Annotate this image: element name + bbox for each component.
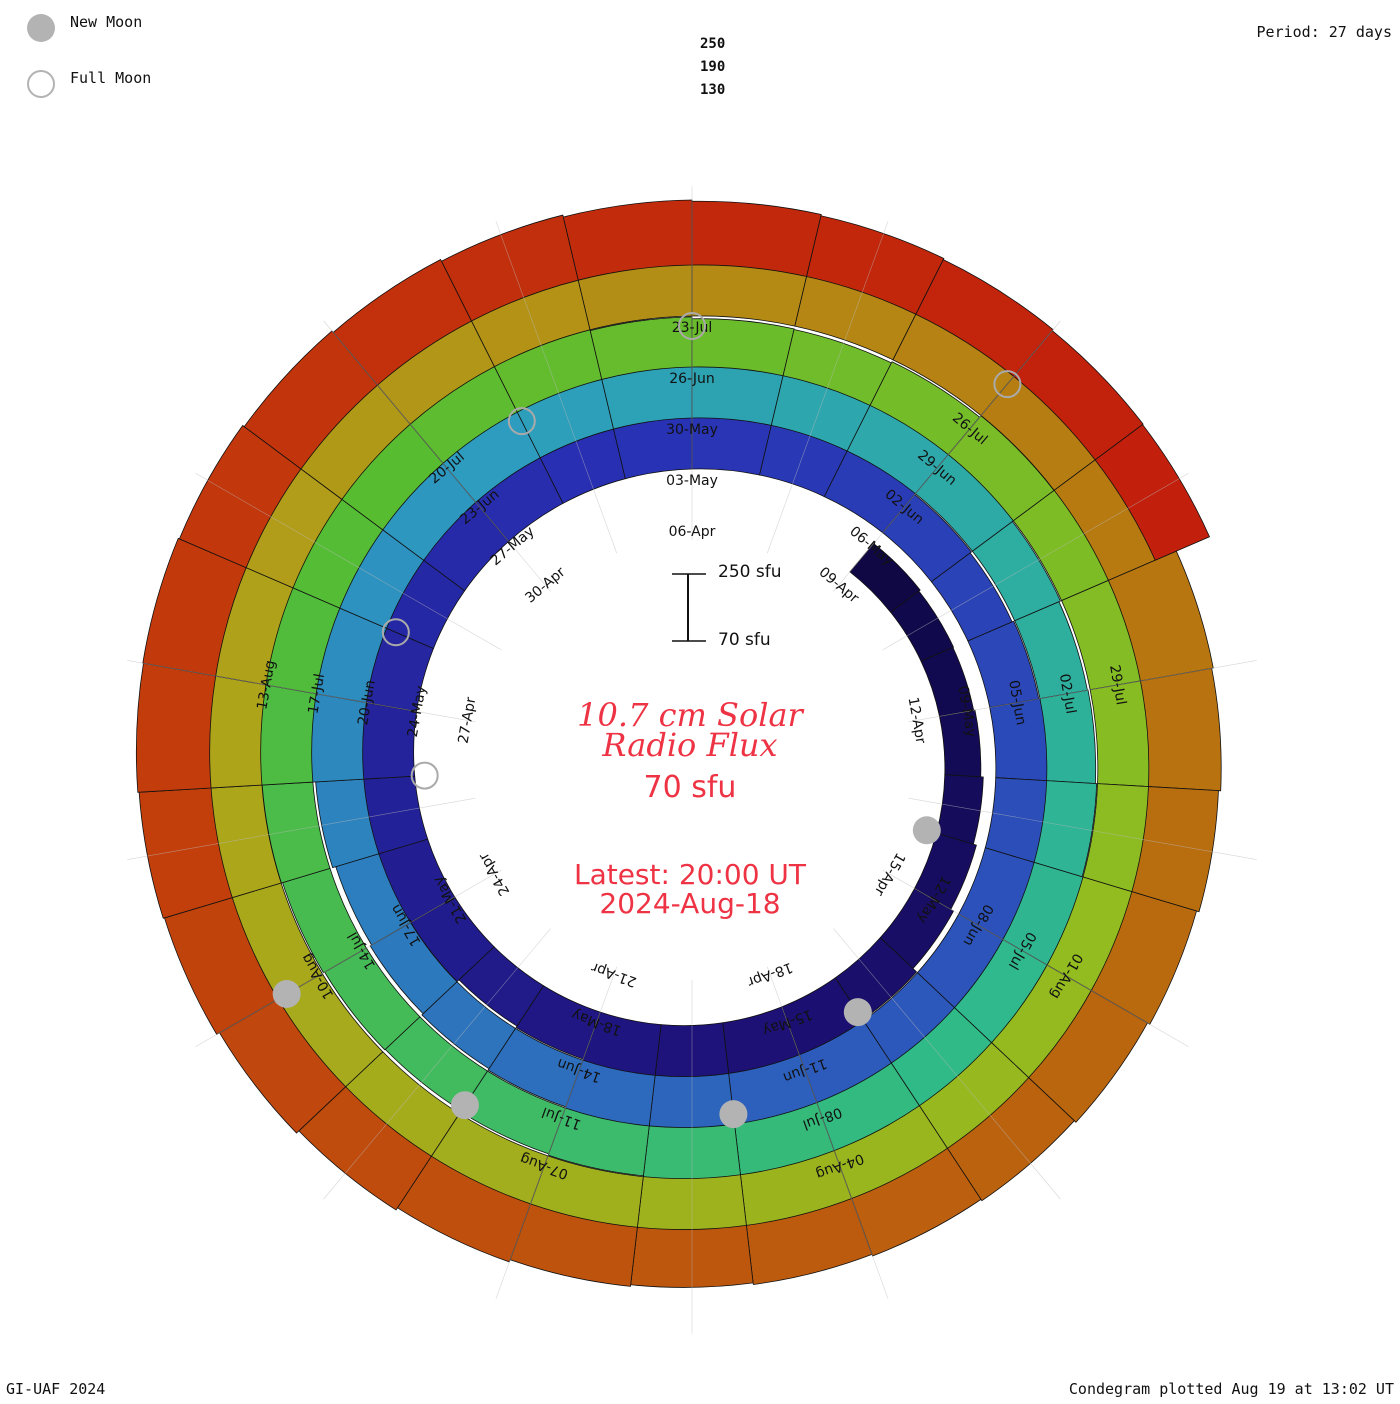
flux-bar	[421, 981, 517, 1070]
radial-spoke	[766, 221, 889, 554]
date-label: 27-Apr	[456, 696, 480, 745]
date-label: 03-May	[666, 473, 718, 489]
new-moon-marker	[272, 980, 301, 1008]
flux-bar	[889, 590, 955, 662]
current-flux-value: 70 sfu	[643, 770, 737, 805]
new-moon-marker	[719, 1100, 748, 1129]
date-label: 29-Jul	[1106, 664, 1129, 707]
flux-bar	[1094, 423, 1211, 561]
flux-bar	[135, 662, 217, 793]
full-moon-marker	[381, 618, 410, 647]
flux-bar	[440, 214, 579, 322]
footer-plot-time: Condegram plotted Aug 19 at 13:02 UT	[1068, 1380, 1394, 1398]
date-label: 06-Apr	[669, 524, 716, 540]
radial-spoke	[833, 928, 1061, 1200]
flux-bar	[515, 985, 601, 1060]
flux-bar	[487, 1027, 584, 1108]
new-moon-label: New Moon	[70, 13, 143, 31]
new-moon-marker	[450, 1091, 479, 1120]
flux-bar	[745, 1198, 873, 1285]
date-label: 26-Jun	[669, 371, 715, 387]
footer-credit: GI-UAF 2024	[6, 1380, 106, 1398]
radial-spoke	[195, 869, 502, 1047]
scale-bar-top-label: 250 sfu	[718, 562, 782, 582]
new-moon-marker	[843, 998, 872, 1027]
chart-title-line2: Radio Flux	[602, 726, 778, 764]
radial-spoke	[766, 966, 889, 1299]
radial-spoke	[882, 869, 1189, 1047]
date-label: 30-Apr	[522, 564, 568, 606]
radial-spoke	[127, 660, 476, 723]
full-moon-marker	[678, 312, 706, 340]
flux-bar	[691, 318, 795, 377]
radial-spoke	[908, 660, 1257, 723]
radial-spoke	[495, 966, 618, 1299]
chart-title-line1: 10.7 cm Solar	[577, 696, 803, 734]
date-label: 12-Apr	[905, 696, 929, 745]
scale-label-250: 250	[700, 36, 726, 52]
flux-bars	[135, 199, 1222, 1288]
date-label: 23-Jul	[672, 320, 713, 336]
date-label: 21-Apr	[589, 959, 639, 990]
flux-bar	[849, 542, 921, 613]
flux-bar	[882, 494, 973, 583]
period-label: Period: 27 days	[1256, 23, 1392, 41]
full-moon-marker	[410, 761, 439, 790]
flux-bar	[946, 1077, 1075, 1202]
flux-bar	[1013, 330, 1144, 461]
flux-bar	[806, 215, 945, 315]
flux-bar	[691, 200, 822, 277]
new-moon-icon	[27, 14, 55, 42]
flux-bar	[332, 258, 473, 386]
date-label: 18-Apr	[745, 959, 795, 990]
scale-bar	[672, 573, 706, 642]
radial-spoke	[908, 797, 1257, 860]
radial-spoke	[195, 473, 502, 651]
flux-bar	[1139, 667, 1222, 792]
date-label: 05-Jun	[1005, 679, 1029, 727]
flux-bar	[935, 774, 984, 845]
radial-spoke	[882, 473, 1189, 651]
full-moon-marker	[993, 370, 1022, 399]
full-moon-marker	[507, 407, 536, 436]
flux-bar	[142, 537, 247, 677]
scale-label-190: 190	[700, 59, 726, 75]
date-label: 30-May	[666, 422, 718, 438]
radial-spokes	[127, 186, 1257, 1334]
radial-spoke	[495, 221, 618, 554]
date-label: 02-Jul	[1056, 672, 1079, 715]
moon-markers	[272, 312, 1022, 1129]
date-label: 20-Jun	[355, 679, 379, 727]
date-label: 17-Jul	[305, 672, 328, 715]
radial-spoke	[833, 320, 1061, 592]
latest-date: 2024-Aug-18	[599, 887, 781, 920]
full-moon-icon	[27, 70, 55, 98]
radial-spoke	[323, 320, 551, 592]
scale-label-130: 130	[700, 82, 726, 98]
radial-spoke	[323, 928, 551, 1200]
flux-bar	[1131, 786, 1219, 913]
new-moon-marker	[912, 816, 941, 845]
full-moon-label: Full Moon	[70, 69, 152, 87]
scale-bar-bottom-label: 70 sfu	[718, 630, 771, 650]
latest-time: Latest: 20:00 UT	[573, 858, 807, 891]
flux-bar	[178, 424, 302, 569]
flux-bar	[1028, 989, 1149, 1123]
flux-bar	[971, 520, 1061, 622]
radial-spoke	[127, 797, 476, 860]
